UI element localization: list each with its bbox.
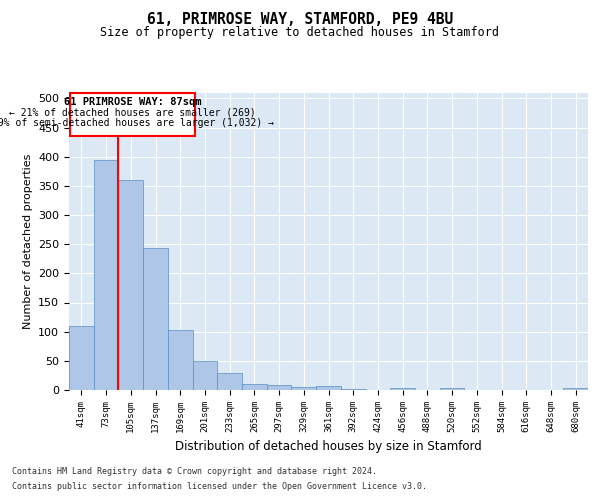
Text: ← 21% of detached houses are smaller (269): ← 21% of detached houses are smaller (26… [9, 108, 256, 118]
Text: Contains HM Land Registry data © Crown copyright and database right 2024.: Contains HM Land Registry data © Crown c… [12, 467, 377, 476]
Bar [94, 160, 118, 390]
Bar [390, 388, 415, 390]
Bar [69, 326, 94, 390]
Bar [316, 386, 341, 390]
FancyBboxPatch shape [70, 92, 195, 136]
Y-axis label: Number of detached properties: Number of detached properties [23, 154, 32, 329]
Bar [242, 384, 267, 390]
X-axis label: Distribution of detached houses by size in Stamford: Distribution of detached houses by size … [175, 440, 482, 454]
Text: Size of property relative to detached houses in Stamford: Size of property relative to detached ho… [101, 26, 499, 39]
Bar [440, 388, 464, 390]
Bar [267, 386, 292, 390]
Text: 61 PRIMROSE WAY: 87sqm: 61 PRIMROSE WAY: 87sqm [64, 97, 202, 107]
Text: Contains public sector information licensed under the Open Government Licence v3: Contains public sector information licen… [12, 482, 427, 491]
Bar [193, 361, 217, 390]
Bar [217, 372, 242, 390]
Bar [168, 330, 193, 390]
Bar [118, 180, 143, 390]
Bar [143, 248, 168, 390]
Text: 61, PRIMROSE WAY, STAMFORD, PE9 4BU: 61, PRIMROSE WAY, STAMFORD, PE9 4BU [147, 12, 453, 28]
Bar [341, 389, 365, 390]
Bar [292, 386, 316, 390]
Bar [563, 388, 588, 390]
Text: 79% of semi-detached houses are larger (1,032) →: 79% of semi-detached houses are larger (… [0, 118, 274, 128]
